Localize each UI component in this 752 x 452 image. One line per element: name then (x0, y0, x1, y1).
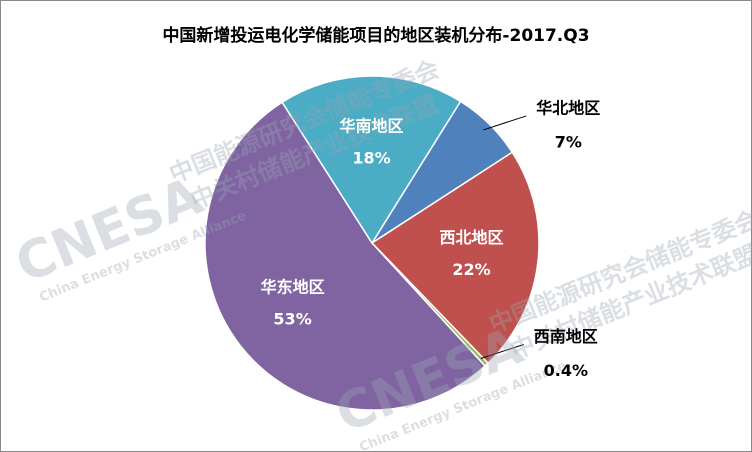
slice-label: 华东地区 (261, 278, 325, 297)
slice-label: 华南地区 (340, 116, 404, 135)
leader-line (483, 115, 527, 131)
value-label: 18% (352, 148, 390, 167)
pie-slice (370, 151, 540, 365)
value-label: 53% (273, 310, 311, 329)
value-label: 22% (452, 260, 490, 279)
value-label: 7% (555, 132, 582, 151)
leader-line (480, 343, 524, 359)
chart-title: 中国新增投运电化学储能项目的地区装机分布-2017.Q3 (162, 25, 589, 46)
value-label: 0.4% (544, 361, 588, 380)
slice-label: 华北地区 (536, 98, 600, 117)
pie (204, 75, 540, 411)
slice-label: 西北地区 (440, 228, 504, 247)
slice-label: 西南地区 (534, 327, 598, 346)
pie-slice (281, 75, 462, 245)
pie-slice (204, 101, 487, 411)
